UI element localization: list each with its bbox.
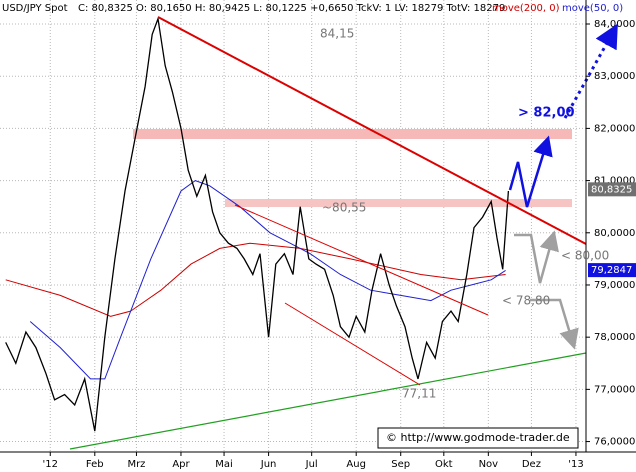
annotation: ~80,55: [322, 201, 366, 215]
y-tick-label: 84,0000: [594, 19, 635, 30]
moving-average-line: [29, 180, 506, 380]
x-tick-label: Jun: [260, 459, 277, 470]
uptrend-line: [69, 352, 587, 450]
annotation: < 78,80: [502, 294, 550, 308]
y-tick-label: 83,0000: [594, 71, 635, 82]
resistance-zone: [225, 199, 572, 207]
x-tick-label: Mrz: [127, 459, 145, 470]
y-tick-label: 76,0000: [594, 437, 635, 448]
y-tick-label: 78,0000: [594, 332, 635, 343]
x-tick-label: Mai: [215, 459, 233, 470]
x-tick-label: Nov: [479, 459, 499, 470]
x-tick-label: Okt: [435, 459, 453, 470]
x-tick-label: Feb: [86, 459, 104, 470]
source-box: [377, 427, 579, 449]
last-value-label: 80,8325: [591, 184, 632, 195]
x-tick-label: Apr: [172, 459, 190, 470]
last-value-label: 79,2847: [591, 265, 632, 276]
x-tick-label: Sep: [391, 459, 410, 470]
header-symbol: USD/JPY Spot: [2, 3, 68, 14]
x-tick-label: '12: [43, 459, 58, 470]
y-tick-label: 81,0000: [594, 176, 635, 187]
x-tick-label: Aug: [346, 459, 366, 470]
y-tick-label: 77,0000: [594, 384, 635, 395]
legend-entry: move(50, 0): [562, 3, 623, 14]
scenario-arrow: [514, 230, 559, 284]
scenario-arrow: [530, 298, 579, 350]
y-tick-label: 80,0000: [594, 228, 635, 239]
y-tick-label: 82,0000: [594, 123, 635, 134]
price-line: [5, 16, 510, 432]
projection-arrow: [508, 135, 553, 208]
x-tick-label: Jul: [305, 459, 318, 470]
x-tick-label: '13: [568, 459, 583, 470]
channel-line: [284, 302, 421, 386]
downtrend-line: [157, 16, 587, 245]
channel-line: [234, 204, 489, 316]
source: © http://www.godmode-trader.de: [386, 431, 570, 444]
legend-entry: move(200, 0): [492, 3, 560, 14]
resistance-zone: [133, 129, 572, 139]
annotation: < 80,00: [561, 249, 609, 263]
x-tick-label: Dez: [522, 459, 541, 470]
annotation: > 82,00: [518, 106, 575, 121]
annotation: 84,15: [320, 27, 354, 41]
last-value-box: [588, 182, 636, 197]
projection-arrow: [563, 23, 618, 119]
last-value-box: [588, 263, 636, 278]
annotation: 77,11: [402, 387, 436, 401]
y-tick-label: 79,0000: [594, 280, 635, 291]
moving-average-line: [5, 242, 506, 317]
header-info: C: 80,8325 O: 80,1650 H: 80,9425 L: 80,1…: [78, 3, 505, 14]
